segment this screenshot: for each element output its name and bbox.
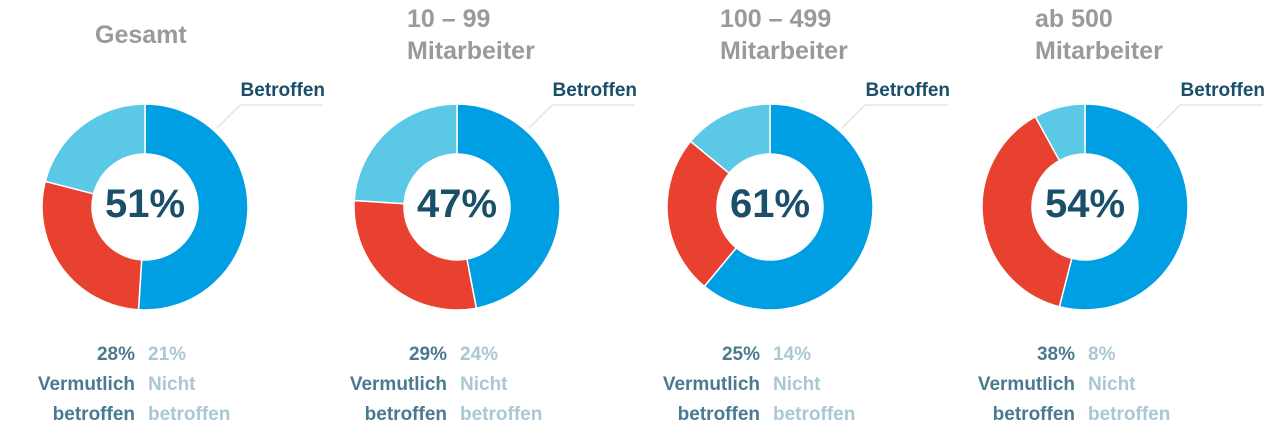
donut-slice: [137, 103, 249, 311]
chart-title: 10 – 99 Mitarbeiter: [407, 5, 535, 65]
chart-title: Gesamt: [95, 21, 187, 49]
value-label: 8%: [1088, 344, 1116, 365]
donut-slice: [456, 103, 561, 310]
value-label: 21%: [148, 344, 187, 365]
donut-slice: [1058, 103, 1189, 311]
legend-label: Nicht betroffen: [460, 374, 543, 425]
donut-slice: [666, 140, 738, 288]
leader-line: [528, 104, 553, 129]
value-label: 28%: [96, 344, 135, 365]
legend-label: Nicht betroffen: [1088, 374, 1171, 425]
donut-slice: [353, 199, 478, 311]
leader-line: [841, 104, 866, 129]
chart-title: 100 – 499 Mitarbeiter: [720, 5, 848, 65]
center-value: 51%: [104, 182, 186, 226]
legend-label: Vermutlich betroffen: [37, 374, 135, 425]
value-label: 24%: [460, 344, 499, 365]
legend-label: Betroffen: [552, 80, 637, 101]
legend-label: Vermutlich betroffen: [349, 374, 447, 425]
donut-slice: [703, 103, 874, 311]
leader-line: [1156, 104, 1181, 129]
value-label: 14%: [773, 344, 812, 365]
donut-slice: [981, 115, 1073, 308]
center-value: 61%: [729, 182, 811, 226]
donut-slice: [41, 180, 143, 311]
chart-title: ab 500 Mitarbeiter: [1035, 5, 1163, 65]
legend-label: Betroffen: [1180, 80, 1265, 101]
value-label: 25%: [721, 344, 760, 365]
donut-slice: [353, 103, 458, 205]
legend-label: Nicht betroffen: [773, 374, 856, 425]
legend-label: Vermutlich betroffen: [977, 374, 1075, 425]
donut-slice: [1034, 103, 1086, 162]
leader-line: [216, 104, 241, 129]
donut-slice: [44, 103, 146, 195]
legend-label: Vermutlich betroffen: [662, 374, 760, 425]
value-label: 38%: [1036, 344, 1075, 365]
center-value: 54%: [1044, 182, 1126, 226]
value-label: 29%: [408, 344, 447, 365]
legend-label: Betroffen: [240, 80, 325, 101]
legend-label: Betroffen: [865, 80, 950, 101]
donut-slice: [689, 103, 771, 175]
center-value: 47%: [416, 182, 498, 226]
legend-label: Nicht betroffen: [148, 374, 231, 425]
